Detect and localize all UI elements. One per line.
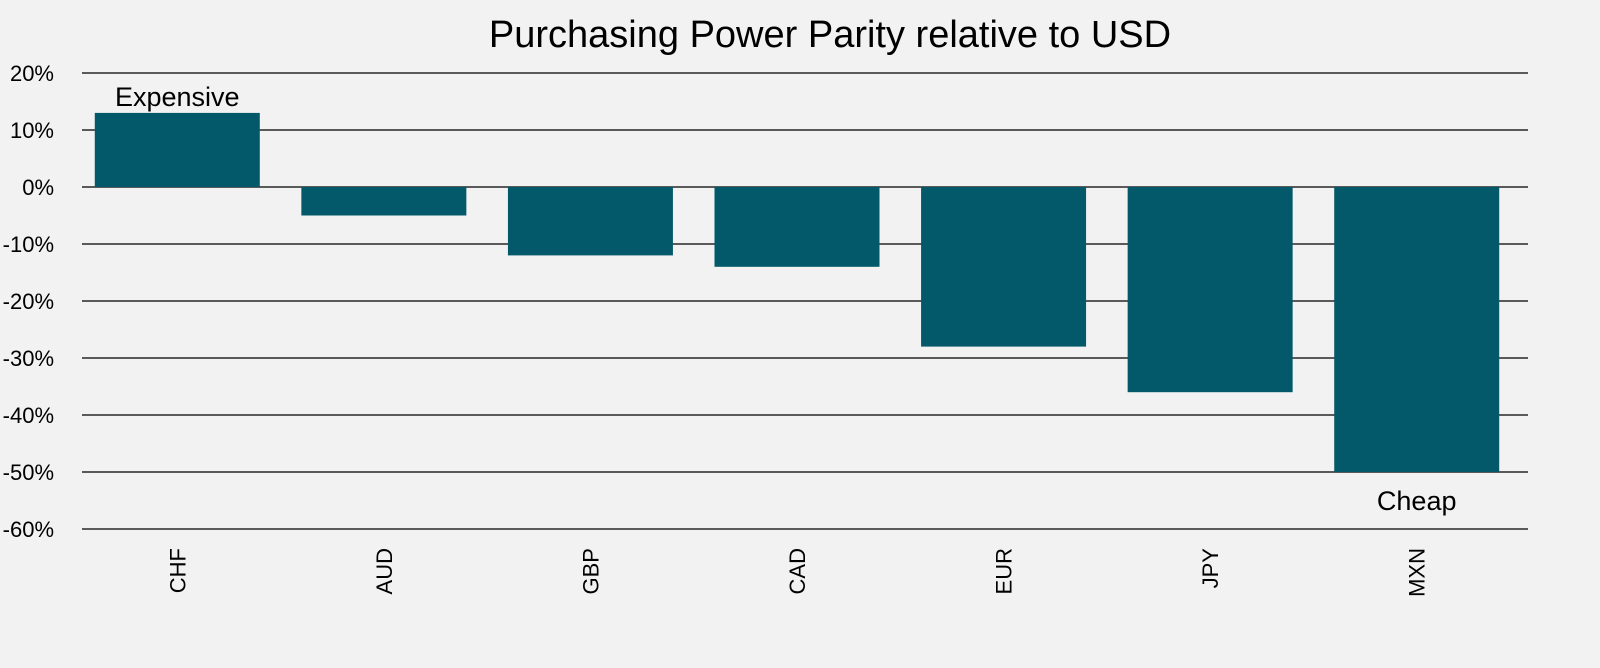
bar-cad (714, 187, 880, 267)
gridlines (82, 72, 1528, 530)
annotations: Expensive Cheap (115, 82, 1457, 516)
y-tick-label: 0% (22, 175, 54, 200)
bar-jpy (1127, 187, 1293, 393)
y-tick-label: -60% (3, 517, 54, 542)
y-tick-label: -10% (3, 232, 54, 257)
x-axis-categories: CHF AUD GBP CAD EUR JPY MXN (165, 548, 1429, 597)
bar-mxn (1334, 187, 1500, 472)
x-category-label: EUR (992, 548, 1017, 594)
x-category-label: CHF (165, 548, 190, 593)
x-category-label: CAD (785, 548, 810, 594)
x-category-label: AUD (372, 548, 397, 594)
y-tick-label: -20% (3, 289, 54, 314)
y-tick-label: 10% (10, 118, 54, 143)
x-category-label: MXN (1405, 548, 1430, 597)
bar-chf (94, 112, 260, 187)
bars (94, 112, 1500, 472)
annotation-expensive: Expensive (115, 82, 240, 112)
y-tick-label: 20% (10, 61, 54, 86)
bar-aud (301, 187, 467, 216)
annotation-cheap: Cheap (1377, 486, 1457, 516)
y-tick-label: -30% (3, 346, 54, 371)
bar-gbp (507, 187, 673, 256)
chart-title: Purchasing Power Parity relative to USD (489, 14, 1171, 56)
y-tick-label: -40% (3, 403, 54, 428)
bar-eur (921, 187, 1087, 347)
y-axis-ticks: 20% 10% 0% -10% -20% -30% -40% -50% -60% (3, 61, 54, 542)
y-tick-label: -50% (3, 460, 54, 485)
x-category-label: GBP (578, 548, 603, 594)
x-category-label: JPY (1198, 548, 1223, 589)
